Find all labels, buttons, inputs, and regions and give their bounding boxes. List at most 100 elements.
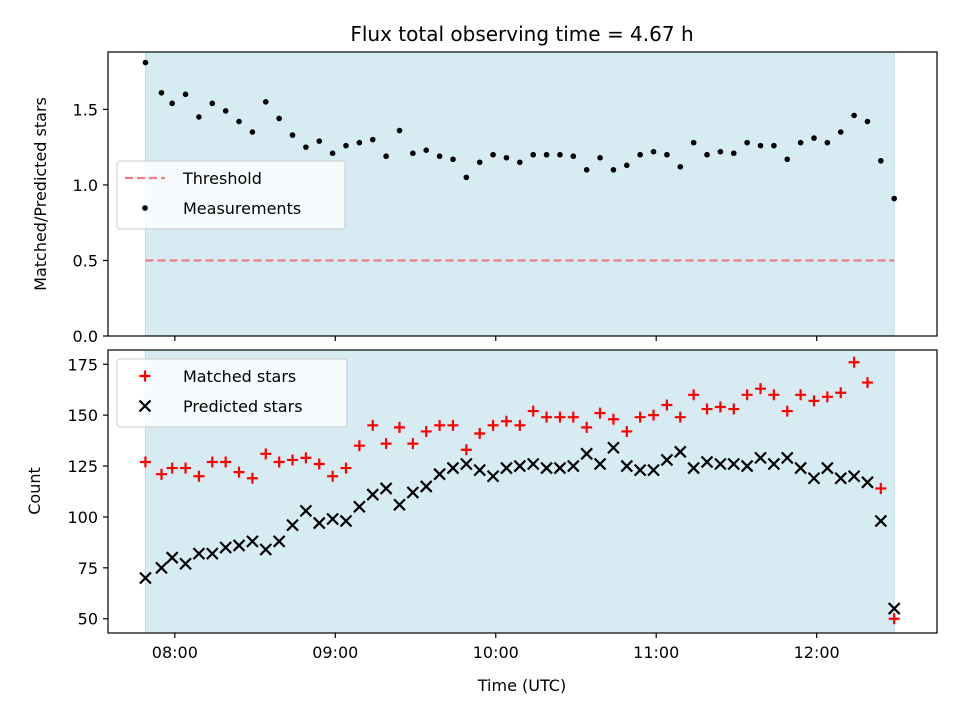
legend-handle-matched <box>139 370 151 382</box>
predicted-star-point <box>767 457 781 471</box>
predicted-star-point <box>393 498 406 512</box>
predicted-star-point <box>780 451 794 465</box>
predicted-star-point <box>687 461 700 475</box>
predicted-star-point <box>567 459 580 473</box>
matched-star-point <box>661 399 673 411</box>
predicted-star-point <box>700 455 714 469</box>
top-panel: 0.0 0.5 1.0 1.5 Threshold Measurements <box>73 51 938 346</box>
predicted-star-point <box>419 480 433 493</box>
matched-star-point <box>367 419 379 431</box>
measurement-point <box>597 154 603 161</box>
matched-star-point <box>287 454 299 466</box>
matched-star-point <box>607 413 619 425</box>
measurement-point <box>463 174 470 181</box>
measurement-point <box>730 150 737 157</box>
bottom-panel: 50 75 100 125 150 175 08:00 09:00 10:00 11:00 12:0… <box>67 349 938 662</box>
matched-star-point <box>193 470 205 482</box>
matched-star-point <box>835 387 847 399</box>
measurement-point <box>757 142 764 149</box>
matched-star-point <box>621 425 633 437</box>
matched-star-point <box>246 472 258 484</box>
matched-star-point <box>460 444 472 456</box>
matched-star-point <box>447 419 459 431</box>
measurement-point <box>476 159 483 166</box>
matched-star-point <box>487 419 499 431</box>
y-tick-label: 0.5 <box>73 251 98 270</box>
matched-star-point <box>220 456 232 468</box>
measurement-point <box>650 148 657 155</box>
predicted-star-point <box>620 459 634 473</box>
predicted-star-point <box>887 602 901 615</box>
measurement-point <box>837 129 844 135</box>
measurement-point <box>864 118 871 125</box>
predicted-star-point <box>433 467 446 481</box>
measurement-point <box>158 89 165 96</box>
predicted-star-point <box>139 571 152 585</box>
measurement-point <box>811 135 817 141</box>
measurement-point <box>249 129 256 135</box>
predicted-star-point <box>246 535 259 548</box>
predicted-star-point <box>179 557 192 571</box>
measurement-point <box>209 100 216 107</box>
predicted-star-point <box>740 459 754 473</box>
measurement-point <box>583 167 590 173</box>
predicted-star-point <box>727 457 741 471</box>
predicted-star-point <box>861 476 874 489</box>
predicted-star-point <box>553 461 567 475</box>
matched-star-point <box>848 356 860 368</box>
measurement-point <box>450 156 456 163</box>
matched-star-point <box>420 425 432 437</box>
predicted-star-point <box>232 539 246 552</box>
matched-star-point <box>166 462 178 474</box>
matched-star-point <box>514 419 526 431</box>
x-tick-label: 09:00 <box>312 643 358 662</box>
measurement-point <box>329 150 336 157</box>
legend-box <box>116 358 348 428</box>
measurement-point <box>436 153 443 160</box>
predicted-star-point <box>714 457 727 471</box>
legend-label: Measurements <box>183 199 301 218</box>
predicted-star-point <box>874 514 888 528</box>
predicted-star-point <box>754 451 767 465</box>
measurement-point <box>356 139 363 146</box>
predicted-star-point <box>312 516 326 530</box>
matched-star-point <box>139 456 151 468</box>
predicted-star-point <box>206 547 219 560</box>
x-axis-label: Time (UTC) <box>477 676 566 695</box>
measurement-point <box>423 147 430 153</box>
measurement-point <box>383 153 389 160</box>
matched-star-point <box>380 438 392 450</box>
predicted-star-point <box>847 469 861 483</box>
measurement-point <box>262 99 269 105</box>
matched-star-point <box>554 411 566 423</box>
predicted-star-point <box>486 469 500 483</box>
matched-star-point <box>434 419 446 431</box>
matched-star-point <box>273 456 285 468</box>
measurement-point <box>704 151 710 158</box>
y-tick-label: 0.0 <box>73 327 98 346</box>
predicted-star-point <box>593 457 607 471</box>
predicted-star-point <box>633 463 647 477</box>
predicted-star-point <box>500 461 513 475</box>
measurement-point <box>771 142 777 149</box>
matched-star-point <box>313 458 325 470</box>
x-tick-label: 10:00 <box>473 643 519 662</box>
matched-star-point <box>821 391 833 403</box>
matched-star-point <box>567 411 579 423</box>
matched-star-point <box>407 438 419 450</box>
axes-frame <box>107 349 938 634</box>
matched-star-point <box>500 415 512 427</box>
predicted-star-point <box>192 547 206 560</box>
top-y-axis-label: Matched/Predicted stars <box>31 97 50 291</box>
predicted-star-point <box>647 463 660 477</box>
matched-star-point <box>728 403 740 415</box>
matched-star-point <box>755 383 767 395</box>
predicted-star-point <box>580 447 593 461</box>
measurement-point <box>623 162 630 169</box>
x-tick-label: 08:00 <box>152 643 198 662</box>
predicted-star-point <box>299 504 313 518</box>
matched-star-point <box>327 470 339 482</box>
predicted-star-point <box>219 541 232 554</box>
measurement-point <box>530 151 536 158</box>
legend-handle-predicted <box>138 399 152 413</box>
